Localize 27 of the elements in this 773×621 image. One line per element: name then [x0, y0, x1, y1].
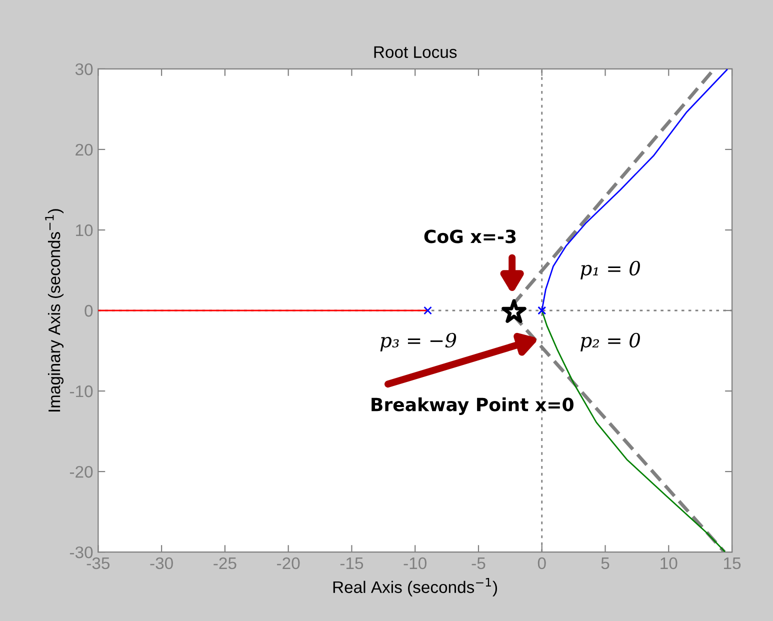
line-series — [541, 69, 728, 312]
annotation: Breakway Point x=0 — [372, 397, 574, 415]
x-tick-label: 15 — [724, 558, 741, 570]
y-tick-label: -10 — [70, 385, 93, 398]
y-axis-title: Imaginary Axis (seconds$^{−1}$) — [45, 209, 64, 412]
x-tick-label: -10 — [404, 557, 426, 570]
annotation: p₃ = −9 — [380, 332, 456, 352]
y-tick-label: 20 — [76, 144, 93, 156]
annotation: p₂ = 0 — [580, 332, 640, 352]
chart-title: Root Locus — [374, 46, 457, 58]
x-tick-label: -15 — [340, 558, 364, 570]
y-tick-label: 10 — [76, 224, 93, 236]
x-tick-label: -30 — [150, 557, 173, 570]
x-tick-label: -25 — [214, 557, 236, 570]
x-tick-label: 0 — [538, 557, 546, 570]
x-tick-label: 5 — [601, 558, 610, 570]
y-tick-label: -30 — [70, 546, 93, 558]
x-axis-title: Real Axis (seconds$^{−1}$) — [333, 578, 497, 596]
x-tick-label: -5 — [472, 558, 486, 570]
annotation: p₁ = 0 — [580, 260, 640, 280]
x-tick-label: -20 — [277, 557, 300, 570]
x-tick-label: -35 — [86, 557, 110, 570]
annotation: CoG x=-3 — [424, 230, 516, 244]
y-tick-label: 30 — [75, 63, 93, 76]
y-tick-label: -20 — [70, 466, 93, 478]
y-tick-label: 0 — [84, 304, 93, 317]
x-tick-label: 10 — [660, 557, 678, 570]
